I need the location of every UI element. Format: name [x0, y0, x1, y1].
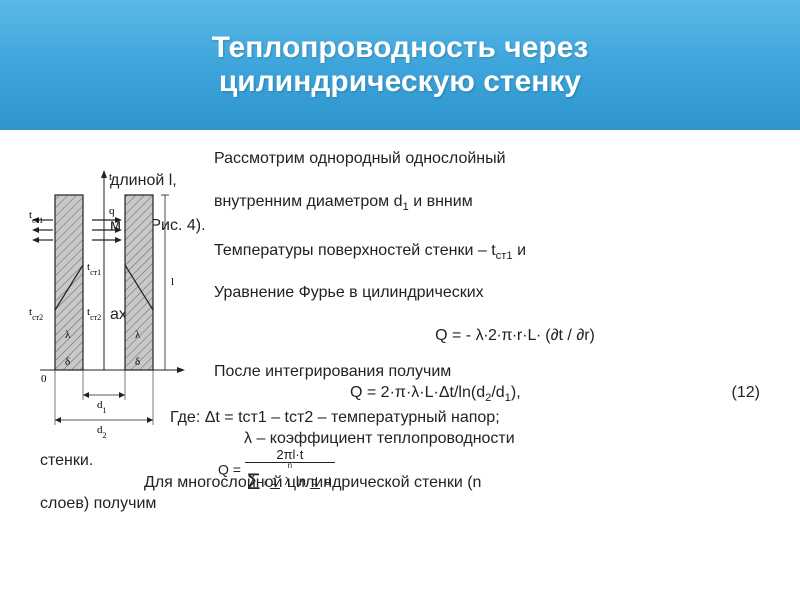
para-6b: λ – коэффициент теплопроводности: [110, 428, 780, 450]
para-1a: Рассмотрим однородный однослойный: [110, 148, 780, 170]
svg-text:tст1: tст1: [29, 209, 43, 225]
ov-fn: 1: [270, 476, 280, 489]
ov-inner-frac: 1 λ: [270, 476, 293, 488]
svg-text:tст2: tст2: [29, 306, 43, 322]
eq12-formula: Q = 2·π·λ·L·Δt/ln(d2/d1),: [350, 382, 521, 406]
diagram-svg: t 0 q: [25, 170, 195, 440]
lambda-right: λ: [135, 329, 141, 341]
eq2r: ),: [511, 384, 521, 401]
cylinder-diagram: t 0 q: [25, 170, 195, 440]
text-column: Рассмотрим однородный однослойный длиной…: [110, 148, 780, 450]
para-4: Уравнение Фурье в цилиндрических: [110, 282, 780, 304]
q-label: q: [109, 205, 115, 217]
ov-ln: ln: [296, 473, 306, 488]
eq2l: Q = 2·π·λ·L·Δt/ln(d: [350, 384, 485, 401]
p3a: Температуры поверхностей стенки – t: [214, 242, 496, 259]
l-label: l: [171, 276, 174, 288]
eq12-number: (12): [732, 382, 760, 406]
slide-title: Теплопроводность через цилиндрическую ст…: [212, 31, 589, 100]
para-4b: ах:: [110, 304, 780, 326]
para-6c: стенки.: [40, 450, 780, 472]
ov-den1: n Σ i 1 λ ln d d: [245, 463, 335, 494]
title-line1: Теплопроводность через: [212, 31, 589, 64]
q-arrows: [92, 217, 122, 243]
slide-body: t 0 q: [0, 130, 800, 600]
svg-text:tст2: tст2: [87, 306, 101, 322]
para-7b: слоев) получим: [40, 493, 780, 515]
svg-text:d1: d1: [97, 399, 107, 415]
svg-text:d2: d2: [97, 424, 107, 440]
p2a-t: внутренним диаметром d: [214, 193, 403, 210]
para-1b: длиной l,: [110, 170, 780, 192]
para-3: Температуры поверхностей стенки – tст1 и: [110, 240, 780, 264]
ov-frac1: 2πl·t n Σ i 1 λ ln d d: [245, 448, 335, 494]
eq2m: /d: [491, 384, 504, 401]
para-7a: Для многослойной цилиндрической стенки (…: [40, 472, 780, 494]
p3b: и: [513, 242, 526, 259]
p2a-t2: и внним: [409, 193, 473, 210]
ov-lnd: d: [323, 476, 333, 488]
para-6a: Где: Δt = tст1 – tст2 – температурный на…: [110, 407, 780, 429]
para-2a: внутренним диаметром d1 и внним: [110, 191, 780, 215]
ov-ln-frac: d d: [310, 476, 333, 488]
equation-1: Q = - λ∙2∙π∙r·L∙ (∂t / ∂r): [290, 325, 740, 347]
overlay-formula: Q = 2πl·t n Σ i 1 λ ln d d: [218, 448, 335, 494]
p4t: Уравнение Фурье в цилиндрических: [214, 284, 484, 301]
svg-text:tст1: tст1: [87, 261, 101, 277]
ov-sig: Σ: [247, 469, 261, 494]
zero-label: 0: [41, 373, 47, 385]
title-line2: цилиндрическую стенку: [219, 65, 581, 98]
t-axis-label: t: [109, 171, 112, 183]
lambda-left: λ: [65, 329, 71, 341]
delta-right: δ: [135, 356, 140, 368]
slide-header: Теплопроводность через цилиндрическую ст…: [0, 0, 800, 130]
ov-fd: λ: [283, 476, 293, 488]
ov-q: Q =: [218, 462, 245, 478]
para-2c: м d2 (Рис. 4).: [110, 215, 780, 239]
p3s: ст1: [496, 250, 513, 262]
ov-sb: i: [264, 478, 266, 487]
ov-lnn: d: [310, 476, 320, 489]
para-5: После интегрирования получим: [110, 361, 780, 383]
equation-12: Q = 2·π·λ·L·Δt/ln(d2/d1), (12): [350, 382, 760, 406]
delta-left: δ: [65, 356, 70, 368]
